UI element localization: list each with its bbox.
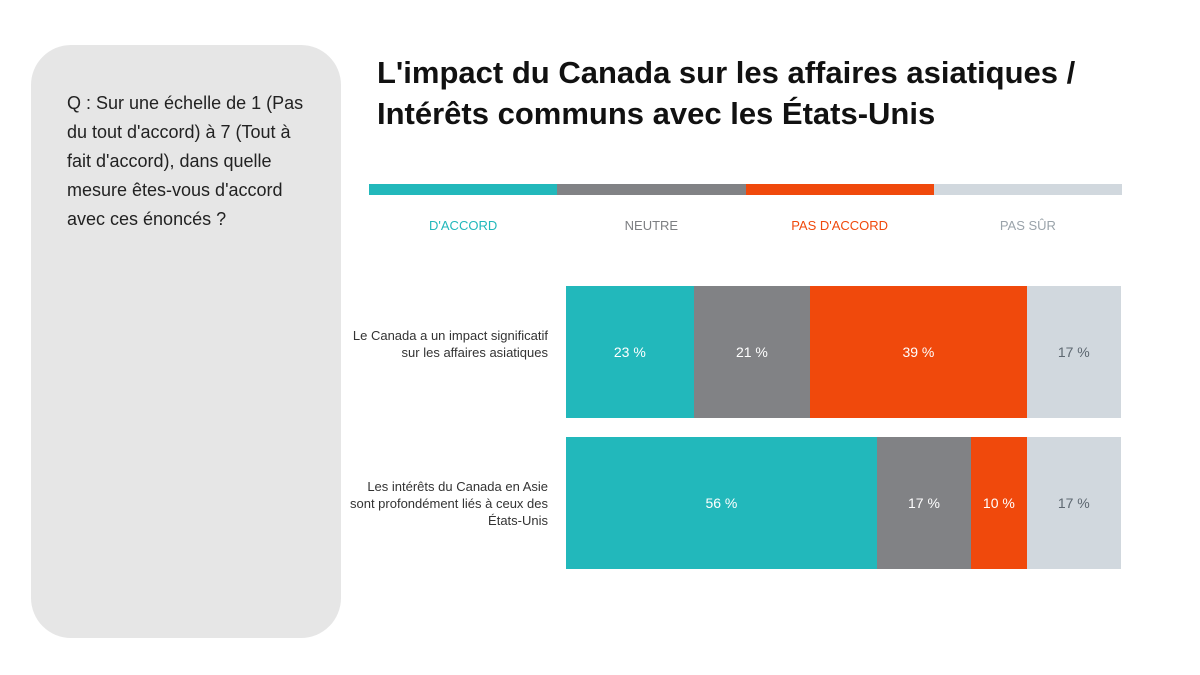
question-card: Q : Sur une échelle de 1 (Pas du tout d'…: [31, 45, 341, 638]
legend-label-disagree: PAS D'ACCORD: [791, 218, 889, 233]
legend-color-stripe: [369, 184, 1122, 195]
legend-swatch-neutral: [557, 184, 746, 195]
legend: D'ACCORD NEUTRE PAS D'ACCORD PAS SÛR: [369, 218, 1122, 236]
data-label-unsure-1: 17 %: [1057, 344, 1090, 360]
legend-swatch-disagree: [745, 184, 934, 195]
data-label-agree-2: 56 %: [705, 495, 738, 511]
stacked-bar-2: 56 % 17 % 10 % 17 %: [566, 437, 1121, 569]
bar-segment-neutral-2: 17 %: [876, 437, 972, 569]
data-label-disagree-1: 39 %: [902, 344, 935, 360]
data-label-unsure-2: 17 %: [1057, 495, 1090, 511]
data-label-neutral-2: 17 %: [908, 495, 940, 511]
bar-segment-agree-2: 56 %: [566, 437, 877, 569]
legend-label-agree: D'ACCORD: [429, 218, 498, 233]
bar-segment-disagree-2: 10 %: [971, 437, 1027, 569]
chart-title: L'impact du Canada sur les affaires asia…: [377, 52, 1177, 134]
question-text: Q : Sur une échelle de 1 (Pas du tout d'…: [67, 93, 304, 229]
bar-segment-unsure-2: 17 %: [1026, 437, 1121, 569]
bar-segment-unsure-1: 17 %: [1026, 286, 1121, 418]
legend-swatch-unsure: [933, 184, 1122, 195]
chart-title-line-1: L'impact du Canada sur les affaires asia…: [377, 55, 1076, 90]
bar-segment-agree-1: 23 %: [566, 286, 694, 418]
category-label-1: Le Canada a un impact significatif sur l…: [352, 328, 548, 360]
legend-label-neutral: NEUTRE: [624, 218, 679, 233]
stacked-bar-1: 23 % 21 % 39 % 17 %: [566, 286, 1121, 418]
data-label-neutral-1: 21 %: [735, 344, 768, 360]
category-label-2: Les intérêts du Canada en Asie sont prof…: [349, 479, 548, 528]
data-label-agree-1: 23 %: [613, 344, 646, 360]
chart-title-line-2: Intérêts communs avec les États-Unis: [377, 96, 936, 131]
bar-segment-disagree-1: 39 %: [810, 286, 1027, 418]
bar-segment-neutral-1: 21 %: [693, 286, 811, 418]
legend-swatch-agree: [369, 184, 558, 195]
legend-label-unsure: PAS SÛR: [999, 218, 1056, 233]
data-label-disagree-2: 10 %: [982, 495, 1015, 511]
